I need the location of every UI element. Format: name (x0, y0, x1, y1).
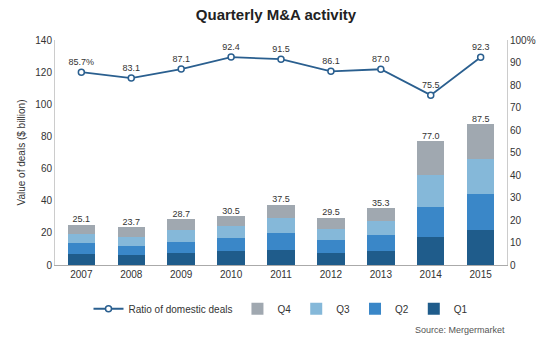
svg-text:2010: 2010 (220, 269, 243, 280)
svg-text:20: 20 (510, 215, 522, 226)
svg-text:60: 60 (41, 163, 53, 174)
svg-text:87.1: 87.1 (172, 54, 190, 64)
svg-text:2011: 2011 (270, 269, 292, 280)
svg-text:2014: 2014 (420, 269, 443, 280)
svg-text:92.4: 92.4 (222, 42, 240, 52)
svg-text:23.7: 23.7 (122, 217, 140, 227)
svg-text:77.0: 77.0 (422, 131, 440, 141)
svg-text:Q1: Q1 (454, 304, 468, 315)
svg-text:2012: 2012 (320, 269, 343, 280)
svg-text:86.1: 86.1 (322, 56, 340, 66)
svg-text:10: 10 (510, 237, 522, 248)
svg-text:85.7%: 85.7% (69, 57, 95, 67)
svg-text:120: 120 (35, 67, 52, 78)
svg-text:35.3: 35.3 (372, 198, 390, 208)
svg-text:0: 0 (510, 260, 516, 271)
svg-text:83.1: 83.1 (122, 63, 140, 73)
svg-text:20: 20 (41, 227, 53, 238)
svg-text:87.0: 87.0 (372, 54, 390, 64)
svg-text:28.7: 28.7 (172, 209, 190, 219)
svg-text:Value of deals ($ billion): Value of deals ($ billion) (16, 100, 27, 206)
svg-text:91.5: 91.5 (272, 44, 290, 54)
svg-text:Q4: Q4 (277, 304, 291, 315)
svg-text:Quarterly M&A activity: Quarterly M&A activity (196, 6, 357, 23)
svg-text:87.5: 87.5 (472, 114, 490, 124)
svg-text:40: 40 (510, 170, 522, 181)
svg-text:2007: 2007 (70, 269, 93, 280)
svg-text:140: 140 (35, 35, 52, 46)
svg-text:Q2: Q2 (395, 304, 409, 315)
svg-text:40: 40 (41, 195, 53, 206)
svg-text:2009: 2009 (170, 269, 193, 280)
svg-text:25.1: 25.1 (73, 214, 91, 224)
svg-text:30.5: 30.5 (222, 206, 240, 216)
svg-text:90: 90 (510, 57, 522, 68)
svg-text:80: 80 (510, 80, 522, 91)
svg-text:0: 0 (46, 260, 52, 271)
svg-text:2008: 2008 (120, 269, 143, 280)
svg-text:80: 80 (41, 131, 53, 142)
svg-text:2015: 2015 (470, 269, 493, 280)
svg-text:29.5: 29.5 (322, 207, 340, 217)
svg-text:Ratio of domestic deals: Ratio of domestic deals (129, 304, 233, 315)
svg-text:Q3: Q3 (336, 304, 350, 315)
svg-text:75.5: 75.5 (422, 80, 440, 90)
svg-text:100: 100 (35, 99, 52, 110)
svg-text:50: 50 (510, 147, 522, 158)
svg-text:30: 30 (510, 192, 522, 203)
svg-text:Source: Mergermarket: Source: Mergermarket (415, 325, 505, 335)
svg-text:92.3: 92.3 (472, 42, 490, 52)
svg-text:37.5: 37.5 (272, 194, 290, 204)
svg-text:100%: 100% (510, 35, 536, 46)
svg-text:2013: 2013 (370, 269, 393, 280)
svg-text:60: 60 (510, 125, 522, 136)
svg-text:70: 70 (510, 102, 522, 113)
